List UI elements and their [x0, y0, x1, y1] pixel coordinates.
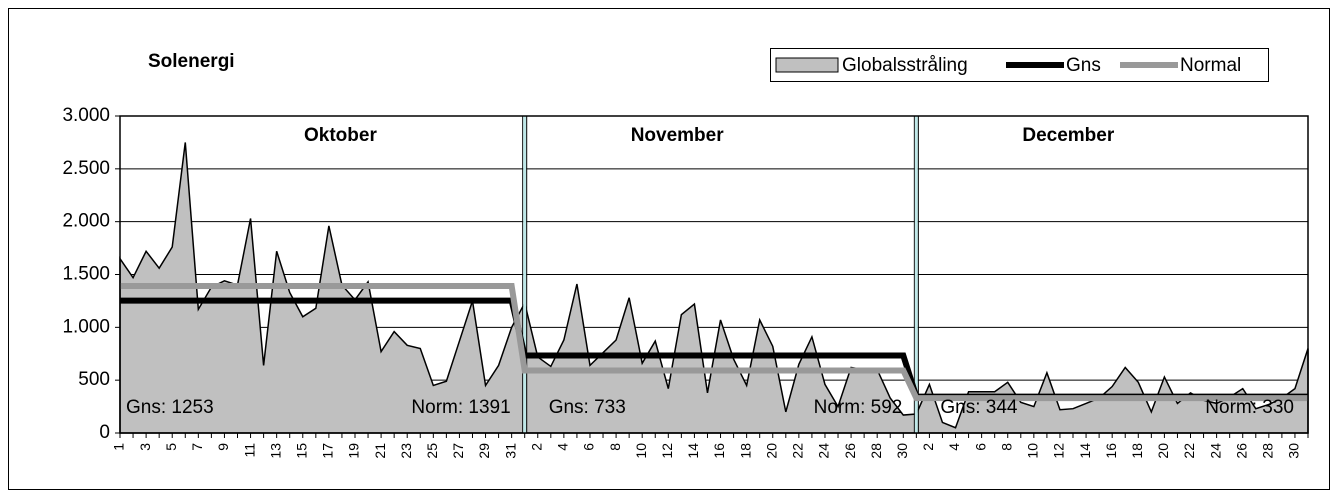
x-tick-label: 30 [1286, 443, 1302, 459]
x-tick-label: 18 [1129, 443, 1145, 459]
x-tick-label: 25 [424, 443, 440, 459]
y-tick-label: 500 [78, 369, 110, 390]
area [119, 142, 1309, 434]
chart-title: Solenergi [148, 51, 235, 72]
x-tick-label: 8 [998, 443, 1014, 451]
x-tick-label: 30 [894, 443, 910, 459]
y-tick-label: 1.500 [62, 264, 110, 285]
y-tick-label: 3.000 [62, 105, 110, 126]
legend-swatch [775, 57, 839, 73]
x-tick-label: 16 [711, 443, 727, 459]
norm-annotation: Norm: 1391 [411, 397, 510, 418]
legend-label: Normal [1180, 55, 1241, 76]
x-tick-label: 11 [241, 443, 257, 458]
x-tick-label: 27 [450, 443, 466, 459]
x-tick-label: 10 [1025, 443, 1041, 459]
x-tick-label: 14 [685, 443, 701, 459]
line-series [120, 283, 1308, 402]
x-tick-label: 6 [581, 443, 597, 451]
x-tick-label: 13 [267, 443, 283, 459]
x-tick-label: 1 [111, 443, 127, 451]
x-tick-label: 29 [476, 443, 492, 459]
x-tick-label: 19 [346, 443, 362, 459]
x-tick-label: 6 [972, 443, 988, 451]
gns-annotation: Gns: 1253 [126, 397, 214, 418]
x-tick-label: 20 [763, 443, 779, 459]
x-tick-label: 17 [320, 443, 336, 459]
x-tick-label: 22 [790, 443, 806, 459]
x-tick-label: 12 [659, 443, 675, 459]
y-tick-label: 0 [99, 422, 110, 443]
y-tick-label: 2.000 [62, 211, 110, 232]
gns-annotation: Gns: 344 [940, 397, 1018, 418]
y-tick-label: 1.000 [62, 316, 110, 337]
x-tick-label: 23 [398, 443, 414, 459]
x-tick-label: 9 [215, 443, 231, 451]
x-tick-label: 5 [163, 443, 179, 451]
x-tick-label: 15 [293, 443, 309, 459]
x-tick-label: 28 [868, 443, 884, 459]
month-label: December [1022, 125, 1114, 146]
plot-border [119, 115, 1309, 434]
x-tick-label: 26 [1233, 443, 1249, 459]
x-tick-label: 26 [842, 443, 858, 459]
y-tick-label: 2.500 [62, 158, 110, 179]
x-tick-label: 21 [372, 443, 388, 459]
x-tick-label: 18 [737, 443, 753, 459]
month-label: November [631, 125, 725, 146]
x-tick-label: 22 [1181, 443, 1197, 459]
x-tick-label: 24 [1207, 443, 1223, 459]
x-tick-label: 20 [1155, 443, 1171, 459]
x-tick-label: 4 [555, 443, 571, 451]
x-tick-label: 8 [607, 443, 623, 451]
x-tick-label: 7 [189, 443, 205, 451]
x-tick-label: 2 [528, 443, 544, 451]
x-tick-label: 2 [920, 443, 936, 451]
x-tick-label: 28 [1260, 443, 1276, 459]
x-tick-label: 4 [946, 443, 962, 451]
x-tick-label: 12 [1051, 443, 1067, 459]
norm-annotation: Norm: 330 [1205, 397, 1294, 418]
month-label: Oktober [304, 125, 377, 146]
legend-label: Globalsstråling [842, 55, 968, 76]
x-tick-label: 24 [816, 443, 832, 459]
x-tick-label: 3 [137, 443, 153, 451]
x-tick-label: 16 [1103, 443, 1119, 459]
legend-label: Gns [1066, 55, 1101, 76]
norm-annotation: Norm: 592 [814, 397, 903, 418]
x-tick-label: 14 [1077, 443, 1093, 459]
x-tick-label: 31 [502, 443, 518, 459]
gns-annotation: Gns: 733 [549, 397, 626, 418]
x-tick-label: 10 [633, 443, 649, 459]
